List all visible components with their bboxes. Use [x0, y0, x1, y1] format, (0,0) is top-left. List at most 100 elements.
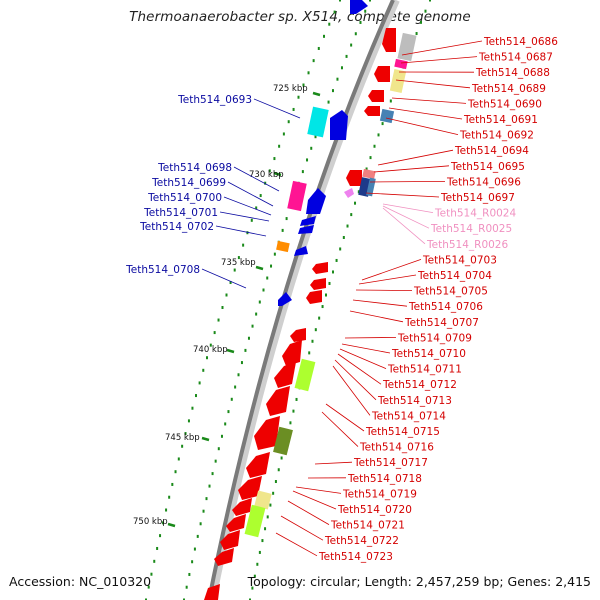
- gene-arrow: [290, 328, 306, 342]
- leader-line: [382, 207, 426, 245]
- gene-label-reverse: Teth514_0717: [353, 457, 428, 469]
- leader-line: [385, 117, 459, 135]
- scale-dot: [333, 10, 336, 14]
- scale-dot: [369, 156, 372, 160]
- scale-dot: [233, 268, 236, 272]
- leader-line: [280, 515, 324, 541]
- gene-arrow: [278, 292, 292, 306]
- scale-dot: [312, 59, 315, 63]
- scale-dot: [310, 146, 313, 150]
- scale-dot: [328, 22, 331, 26]
- scale-dot: [191, 560, 194, 564]
- scale-dot: [249, 598, 251, 600]
- scale-dot: [196, 534, 199, 538]
- scale-dot: [277, 468, 280, 472]
- kbp-tick-label: 750 kbp: [133, 517, 168, 527]
- scale-dot: [183, 598, 185, 600]
- leader-line: [401, 40, 483, 56]
- scale-dot: [287, 120, 290, 124]
- gene-label-reverse: Teth514_R0024: [434, 208, 516, 220]
- scale-dot: [237, 373, 240, 377]
- scale-dot: [369, 0, 371, 2]
- scale-dot: [206, 356, 209, 360]
- gene-block: [362, 168, 376, 180]
- scale-dot: [240, 361, 243, 365]
- scale-dot: [314, 135, 317, 139]
- scale-dot: [256, 562, 259, 566]
- gene-label-reverse: Teth514_0689: [471, 83, 546, 95]
- gene-arrow: [310, 278, 326, 290]
- scale-dot: [185, 585, 188, 589]
- scale-dot: [328, 281, 331, 285]
- gene-block: [389, 68, 407, 94]
- scale-dot: [273, 252, 276, 256]
- scale-dot: [327, 100, 330, 104]
- scale-dot: [302, 83, 305, 87]
- leader-line: [365, 192, 440, 198]
- scale-dot: [308, 351, 311, 355]
- scale-dot: [193, 547, 196, 551]
- scale-dot: [339, 247, 342, 251]
- gene-arrow: [298, 225, 314, 234]
- scale-dot: [188, 572, 191, 576]
- scale-dot: [381, 122, 384, 126]
- gene-label-reverse: Teth514_0706: [408, 301, 483, 313]
- scale-dot: [272, 491, 275, 495]
- leader-line: [314, 461, 353, 465]
- leader-line: [275, 532, 318, 557]
- scale-dot: [229, 281, 232, 285]
- gene-block: [244, 504, 266, 538]
- scale-dot: [424, 9, 427, 13]
- gene-label-forward: Teth514_0698: [157, 162, 232, 174]
- scale-dot: [345, 54, 348, 58]
- scale-dot: [253, 574, 256, 578]
- gene-label-reverse: Teth514_0719: [342, 488, 417, 500]
- scale-dot: [187, 419, 190, 423]
- gene-block: [379, 108, 395, 124]
- gene-arrow: [246, 452, 270, 478]
- scale-dot: [205, 497, 208, 501]
- leader-line: [358, 274, 417, 285]
- gene-label-reverse: Teth514_0704: [417, 270, 492, 282]
- scale-dot: [224, 422, 227, 426]
- scale-dot: [373, 144, 376, 148]
- scale-dot: [415, 32, 418, 36]
- leader-line: [341, 343, 391, 354]
- leader-line: [377, 149, 454, 166]
- accession-text: Accession: NC_010320: [9, 574, 152, 589]
- scale-dot: [261, 539, 264, 543]
- scale-dot: [262, 288, 265, 292]
- scale-dot: [225, 293, 228, 297]
- gene-label-reverse: Teth514_0714: [371, 410, 446, 422]
- scale-dot: [292, 107, 295, 111]
- scale-dot: [209, 343, 212, 347]
- leader-line: [223, 196, 272, 216]
- scale-dot: [177, 457, 180, 461]
- gene-arrow: [306, 290, 322, 304]
- scale-dot: [199, 522, 202, 526]
- gene-label-reverse: Teth514_0723: [318, 551, 393, 563]
- gene-label-reverse: Teth514_0703: [422, 254, 497, 266]
- gene-label-reverse: Teth514_0694: [454, 145, 529, 157]
- scale-dot: [217, 447, 220, 451]
- scale-dot: [266, 276, 269, 280]
- genome-summary: Topology: circular; Length: 2,457,259 bp…: [247, 574, 591, 589]
- kbp-tick-label: 725 kbp: [273, 84, 308, 94]
- scale-dot: [221, 306, 224, 310]
- gene-arrow: [306, 188, 326, 214]
- gene-label-reverse: Teth514_0690: [467, 98, 542, 110]
- scale-dot: [278, 144, 281, 148]
- gene-label-reverse: Teth514_0691: [463, 114, 538, 126]
- leader-line: [233, 166, 280, 192]
- leader-line: [339, 348, 387, 369]
- scale-dot: [357, 190, 360, 194]
- gene-arrow: [374, 66, 390, 82]
- scale-dot: [264, 527, 267, 531]
- gene-label-reverse: Teth514_0707: [404, 317, 479, 329]
- scale-dot: [350, 43, 353, 47]
- gene-arrow: [364, 106, 380, 116]
- leader-line: [287, 500, 330, 525]
- leader-line: [253, 98, 301, 119]
- gene-arrow: [294, 246, 308, 256]
